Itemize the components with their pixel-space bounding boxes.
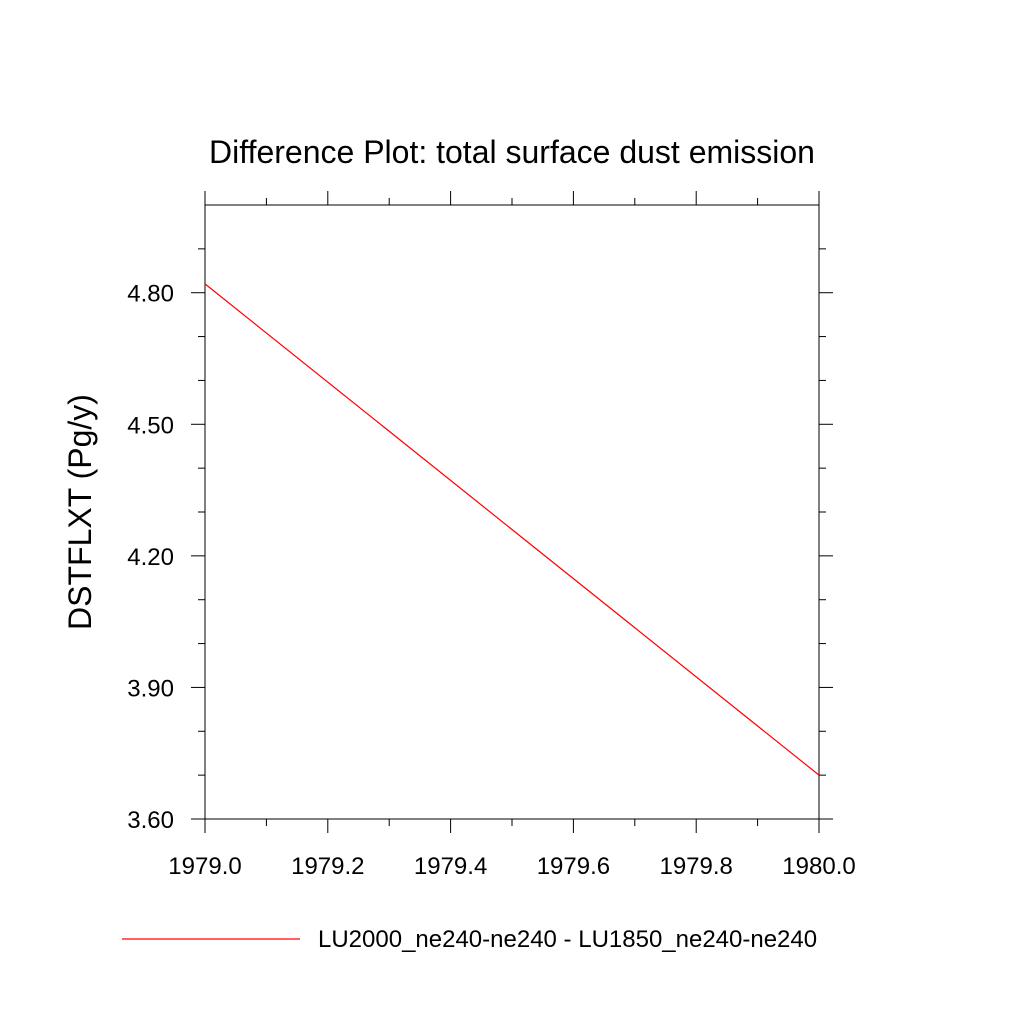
x-tick-label: 1979.4: [414, 853, 487, 880]
plot-frame: [204, 204, 820, 820]
series-line: [204, 283, 820, 776]
y-axis-label: DSTFLXT (Pg/y): [62, 394, 98, 630]
x-tick-label: 1979.6: [537, 853, 610, 880]
axis-ticks: [191, 191, 833, 833]
axis-tick-labels: 1979.0 1979.2 1979.4 1979.6 1979.8 1980.0 3.60…: [127, 281, 855, 880]
legend: LU2000_ne240-ne240 - LU1850_ne240-ne240: [122, 926, 817, 953]
legend-label: LU2000_ne240-ne240 - LU1850_ne240-ne240: [318, 926, 817, 953]
x-tick-label: 1979.8: [659, 853, 732, 880]
y-tick-label: 3.60: [127, 807, 174, 834]
x-tick-label: 1980.0: [782, 853, 855, 880]
y-tick-label: 4.80: [127, 281, 174, 308]
y-tick-label: 3.90: [127, 675, 174, 702]
y-tick-label: 4.20: [127, 544, 174, 571]
x-tick-label: 1979.0: [168, 853, 241, 880]
x-tick-label: 1979.2: [291, 853, 364, 880]
chart-title: Difference Plot: total surface dust emis…: [209, 134, 815, 170]
series-layer: [204, 283, 820, 776]
y-tick-label: 4.50: [127, 412, 174, 439]
